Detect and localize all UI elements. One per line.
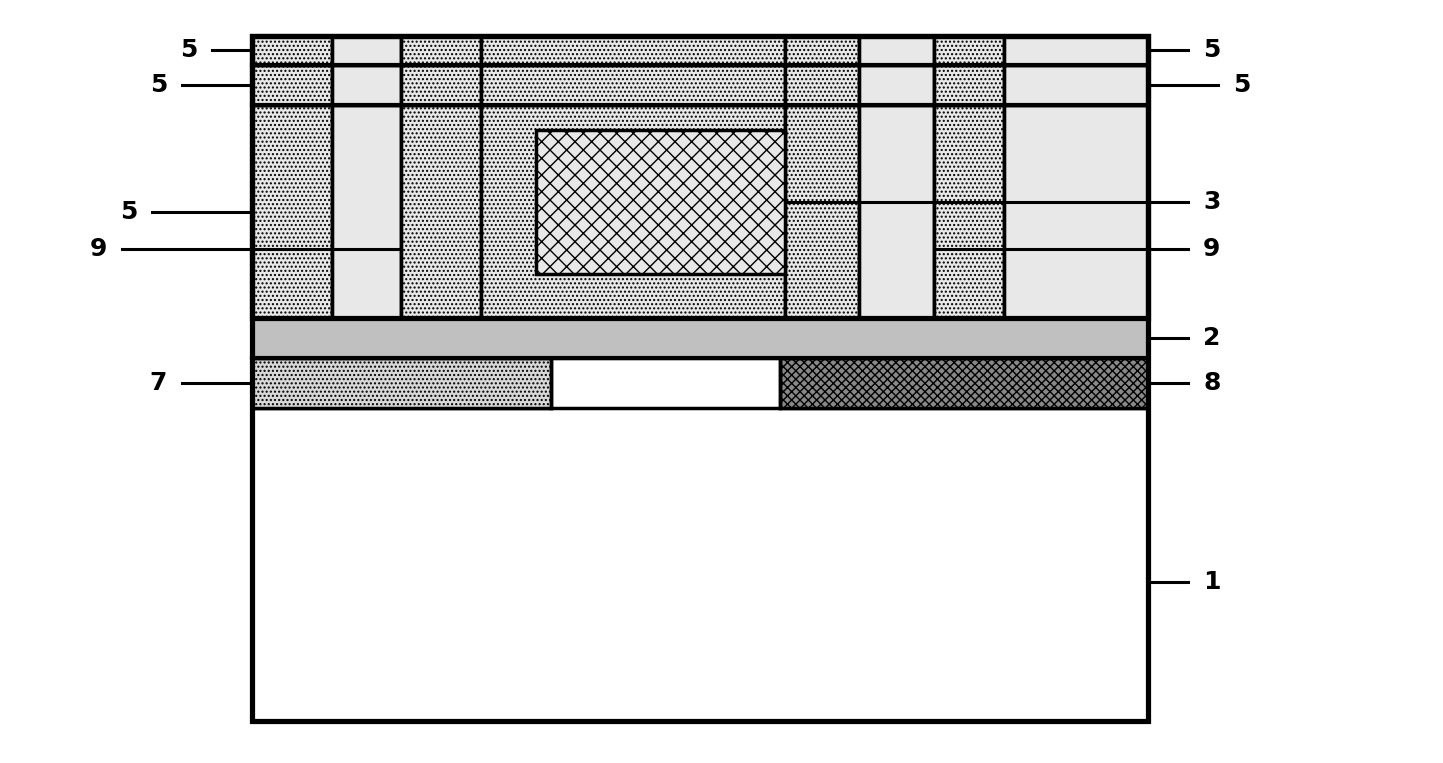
Bar — [785, 66, 860, 105]
Bar — [785, 36, 860, 66]
Bar — [779, 358, 1149, 407]
Bar — [481, 66, 785, 105]
Text: 2: 2 — [1203, 327, 1221, 350]
Bar — [1004, 66, 1149, 105]
Bar — [332, 105, 401, 318]
Text: 5: 5 — [179, 38, 198, 63]
Text: 5: 5 — [1203, 38, 1221, 63]
Bar — [934, 66, 1004, 105]
Bar — [253, 36, 1149, 720]
Bar — [401, 36, 481, 66]
Text: 5: 5 — [150, 73, 167, 97]
Bar — [481, 105, 785, 318]
Bar — [1004, 36, 1149, 66]
Text: 5: 5 — [1232, 73, 1251, 97]
Bar — [332, 36, 401, 66]
Text: 9: 9 — [1203, 237, 1221, 261]
Text: 5: 5 — [120, 200, 137, 224]
Text: 9: 9 — [89, 237, 107, 261]
Text: 7: 7 — [150, 371, 167, 395]
Bar — [332, 66, 401, 105]
Bar — [253, 358, 551, 407]
Bar — [401, 105, 481, 318]
Bar — [253, 105, 332, 318]
Bar — [785, 105, 860, 318]
Text: 3: 3 — [1203, 190, 1221, 214]
Bar — [253, 407, 1149, 720]
Bar — [253, 66, 332, 105]
Bar — [253, 318, 1149, 358]
Bar — [934, 105, 1004, 318]
Bar — [535, 130, 785, 274]
Bar — [860, 36, 934, 66]
Bar — [253, 36, 1149, 318]
Bar — [860, 66, 934, 105]
Bar — [253, 36, 332, 66]
Bar — [1004, 105, 1149, 318]
Bar — [481, 36, 785, 66]
Bar — [860, 105, 934, 318]
Text: 1: 1 — [1203, 569, 1221, 594]
Bar — [934, 36, 1004, 66]
Bar — [401, 66, 481, 105]
Text: 8: 8 — [1203, 371, 1221, 395]
